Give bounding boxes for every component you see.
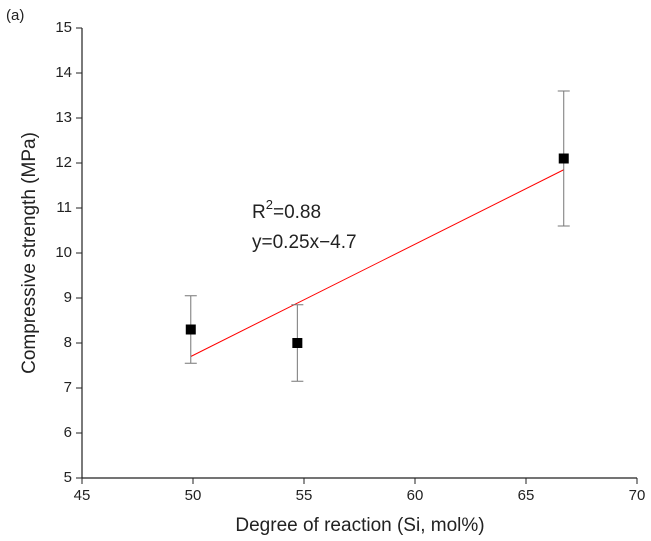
panel-label: (a) [6, 7, 24, 24]
x-tick-label: 70 [629, 487, 646, 504]
y-tick-label: 9 [64, 289, 72, 306]
r2-value: =0.88 [273, 202, 321, 223]
r2-sup: 2 [266, 197, 273, 212]
equation-annotation: y=0.25x−4.7 [252, 232, 357, 253]
y-tick-label: 12 [55, 154, 72, 171]
y-tick-label: 8 [64, 334, 72, 351]
x-tick-label: 50 [185, 487, 202, 504]
y-axis-label: Compressive strength (MPa) [19, 132, 40, 374]
x-tick-label: 45 [74, 487, 91, 504]
point [185, 324, 196, 335]
y-tick-label: 5 [64, 469, 72, 486]
r2-annotation: R2=0.88 [252, 197, 321, 223]
r2-r: R [252, 202, 266, 223]
x-tick-label: 60 [407, 487, 424, 504]
y-tick-label: 15 [55, 19, 72, 36]
y-tick-label: 11 [56, 199, 72, 216]
y-tick-label: 7 [64, 379, 72, 396]
fit-line [190, 169, 564, 357]
y-tick-label: 13 [55, 109, 72, 126]
x-tick-label: 65 [518, 487, 535, 504]
x-axis-label: Degree of reaction (Si, mol%) [235, 515, 484, 536]
y-tick-label: 10 [55, 244, 72, 261]
point [558, 153, 569, 164]
x-tick-label: 55 [296, 487, 313, 504]
point [292, 338, 303, 348]
y-tick-label: 14 [55, 64, 72, 81]
y-tick-label: 6 [64, 424, 72, 441]
